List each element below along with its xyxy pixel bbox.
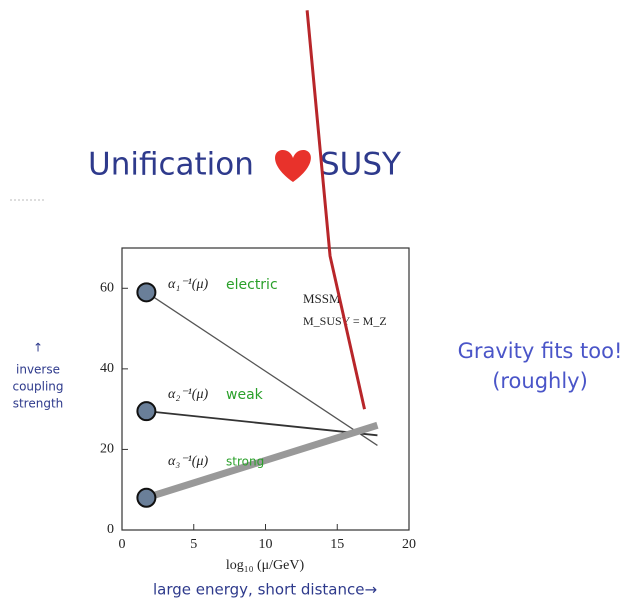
gravity-line <box>305 10 366 410</box>
series-label: α₁⁻¹(μ) <box>168 277 208 292</box>
start-point <box>136 282 157 303</box>
y-tick-label: 60 <box>100 281 114 296</box>
heart-icon <box>275 150 311 182</box>
coupling-line <box>145 421 379 502</box>
annotation: (roughly) <box>492 369 588 393</box>
y-tick-label: 40 <box>100 361 114 376</box>
x-tick-label: 20 <box>402 537 416 552</box>
annotation: ↑ <box>33 341 43 355</box>
x-axis-label: log₁₀ (μ/GeV) <box>226 558 305 573</box>
y-axis-label: coupling <box>12 380 63 394</box>
legend-entry: weak <box>226 387 264 403</box>
annotation: Gravity fits too! <box>458 339 623 363</box>
chart-title: Unification <box>88 147 254 183</box>
x-tick-label: 10 <box>259 537 273 552</box>
x-note: large energy, short distance→ <box>153 581 377 599</box>
series-label: α₃⁻¹(μ) <box>168 454 208 469</box>
y-axis-label: inverse <box>16 363 60 377</box>
x-tick-label: 15 <box>330 537 344 552</box>
legend-entry: electric <box>226 277 278 293</box>
y-tick-label: 20 <box>100 442 114 457</box>
series-label: α₂⁻¹(μ) <box>168 387 208 402</box>
coupling-line <box>146 291 378 446</box>
start-point <box>136 401 157 422</box>
x-tick-label: 5 <box>190 537 197 552</box>
y-tick-label: 0 <box>107 522 114 537</box>
coupling-line <box>146 410 378 437</box>
y-axis-label: strength <box>13 397 64 411</box>
legend-entry: strong <box>226 455 264 469</box>
start-point <box>136 487 157 508</box>
chart-title-suffix: SUSY <box>320 147 401 183</box>
x-tick-label: 0 <box>119 537 126 552</box>
annotation: MSSM <box>303 291 341 306</box>
